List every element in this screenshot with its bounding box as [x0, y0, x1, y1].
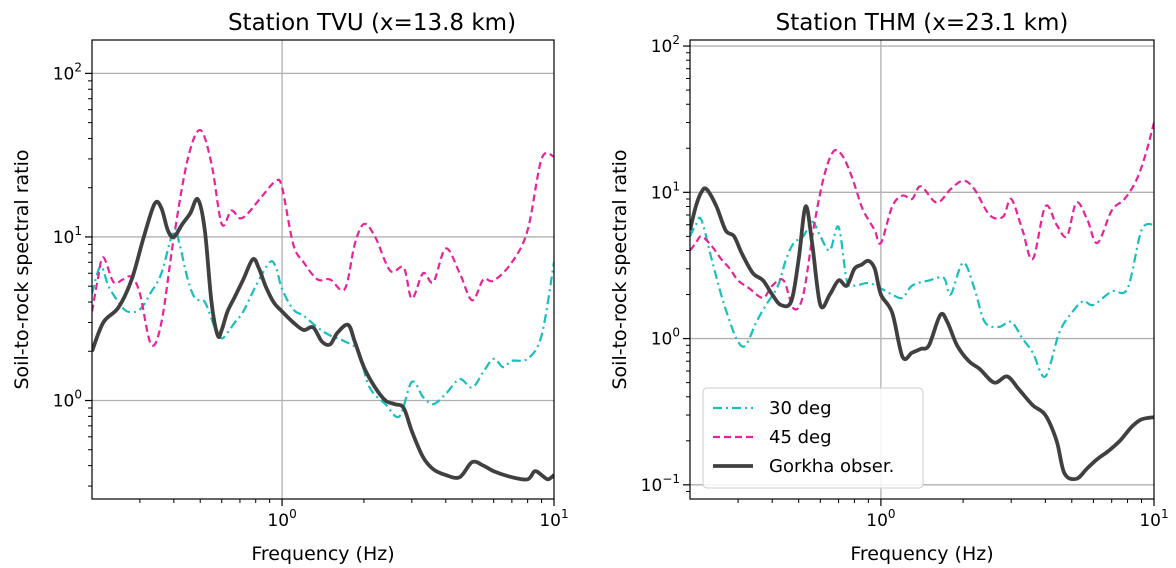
- legend-box: [702, 387, 924, 489]
- x-tick-label: 101: [539, 507, 568, 531]
- y-tick-label: 102: [651, 33, 680, 57]
- series-layer: [690, 122, 1154, 482]
- x-axis-label: Frequency (Hz): [850, 543, 993, 565]
- axes-frame: [91, 39, 555, 500]
- legend-label-gorkha: Gorkha obser.: [769, 456, 894, 477]
- chart-title: Station TVU (x=13.8 km): [228, 10, 516, 36]
- y-tick-label: 101: [651, 179, 680, 203]
- panel-thm: Station THM (x=23.1 km) 100 101 10−1 100 101…: [609, 10, 1169, 565]
- legend-label-30deg: 30 deg: [769, 398, 832, 419]
- x-axis-label: Frequency (Hz): [251, 543, 394, 565]
- tick-layer: 100 101 10−1 100 101 102: [641, 33, 1169, 531]
- chart-title: Station THM (x=23.1 km): [776, 10, 1069, 36]
- axes-frame: [689, 39, 1155, 500]
- x-tick-label: 100: [267, 507, 296, 531]
- y-axis-label: Soil-to-rock spectral ratio: [11, 149, 33, 389]
- grid: [92, 40, 554, 499]
- x-tick-label: 101: [1139, 507, 1168, 531]
- y-tick-label: 102: [53, 60, 82, 84]
- x-tick-label: 100: [866, 507, 895, 531]
- series-45-deg: [690, 122, 1154, 311]
- legend: 30 deg 45 deg Gorkha obser.: [702, 387, 924, 489]
- y-tick-label: 101: [53, 224, 82, 248]
- y-tick-label: 100: [651, 326, 680, 350]
- tick-layer: 100 101 100 101 102: [53, 60, 569, 531]
- legend-label-45deg: 45 deg: [769, 427, 832, 448]
- y-tick-label: 10−1: [641, 472, 680, 496]
- y-axis-label: Soil-to-rock spectral ratio: [609, 149, 631, 389]
- y-tick-label: 100: [53, 388, 82, 412]
- panel-tvu: Station TVU (x=13.8 km) 100 101100101102 …: [11, 10, 569, 565]
- series-layer: [92, 129, 554, 482]
- series-45-deg: [92, 129, 554, 347]
- series-gorkha-obser: [92, 196, 554, 482]
- series-gorkha-obser: [690, 186, 1154, 482]
